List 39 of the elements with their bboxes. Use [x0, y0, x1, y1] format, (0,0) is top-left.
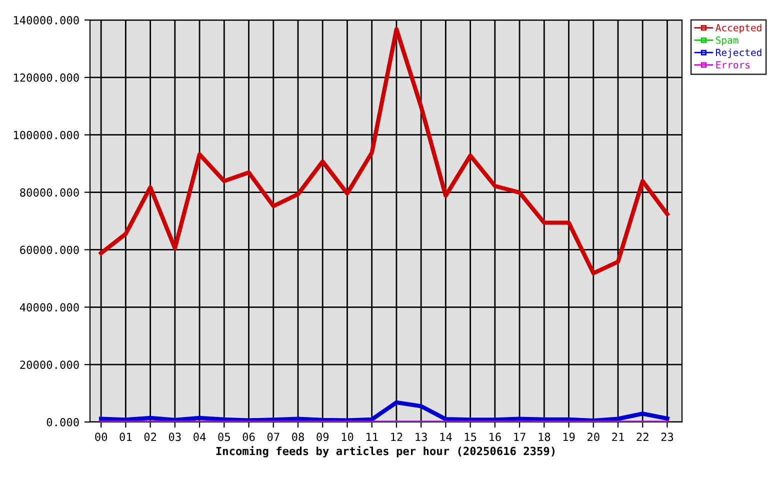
x-axis-title: Incoming feeds by articles per hour (20250616 2359) [216, 446, 555, 458]
x-tick-label: 13 [416, 432, 427, 442]
x-tick-label: 12 [391, 432, 402, 441]
legend-label: Errors [716, 61, 750, 69]
legend-label: Accepted [716, 24, 762, 34]
legend-label: Spam [716, 36, 738, 46]
x-tick-label: 18 [538, 432, 550, 442]
x-tick-label: 23 [661, 432, 674, 442]
x-tick-label: 10 [342, 432, 354, 442]
x-tick-label: 11 [366, 432, 378, 441]
line-series [98, 27, 670, 276]
x-tick-label: 14 [440, 432, 452, 441]
x-tick-label: 08 [292, 432, 304, 442]
y-tick-label: 60000.000 [20, 246, 79, 254]
y-tick-label: 20000.000 [20, 360, 79, 369]
x-tick-label: 07 [267, 432, 280, 442]
y-tick-label: 80000.000 [20, 188, 79, 197]
x-tick-label: 21 [612, 432, 624, 441]
y-tick-label: 140000.000 [14, 16, 79, 24]
x-tick-label: 01 [120, 432, 132, 442]
x-tick-label: 20 [588, 432, 600, 442]
y-tick-label: 100000.000 [14, 130, 79, 140]
x-tick-label: 03 [168, 432, 181, 442]
legend-label: Rejected [716, 48, 762, 58]
x-tick-label: 19 [563, 432, 575, 442]
x-tick-label: 06 [242, 432, 255, 442]
x-tick-label: 04 [194, 432, 206, 442]
line-series [98, 400, 670, 422]
y-tick-label: 40000.000 [20, 303, 79, 312]
y-tick-label: 120000.000 [14, 73, 79, 82]
x-tick-label: 00 [95, 432, 108, 442]
x-tick-label: 09 [316, 432, 329, 442]
x-tick-label: 05 [218, 432, 230, 442]
x-tick-label: 16 [490, 432, 501, 442]
x-tick-label: 15 [464, 432, 476, 442]
x-tick-label: 02 [144, 432, 156, 442]
x-tick-label: 17 [514, 432, 526, 441]
x-tick-label: 22 [636, 432, 648, 441]
y-tick-label: 0.000 [46, 418, 79, 426]
